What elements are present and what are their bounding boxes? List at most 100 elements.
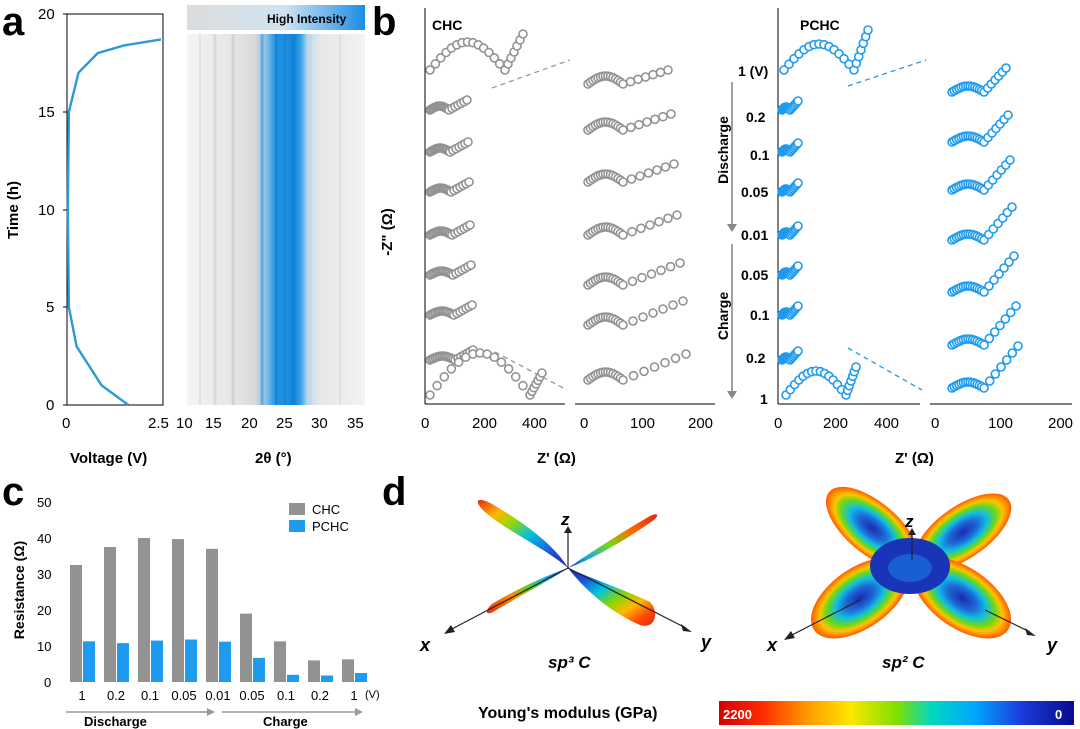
sp3-modulus-surface [477,499,658,626]
chc-tick-0b: 0 [580,415,588,432]
charge-label: Charge [715,292,731,340]
xrd-streaks [199,34,341,405]
bar-chc-6 [274,641,286,682]
category-label-7: 0.2 [311,688,329,703]
category-label-2: 0.1 [141,688,159,703]
colorbar-max: 2200 [723,707,752,722]
theta-tick-15: 15 [205,415,222,432]
pchc-curve-zoom-1 [947,110,1013,147]
sp3-label: sp³ C [548,653,591,672]
y-tick-15: 15 [38,104,55,121]
sp3-axes [444,526,692,634]
chc-curve-main-6 [425,300,477,320]
discharge-arrow [727,82,737,232]
pchc-curve-zoom-3 [947,202,1017,245]
bar-chc-1 [104,547,116,682]
theta-axis-ticks: 10 15 20 25 30 35 [176,415,364,432]
chc-curve-main-5 [425,260,476,280]
y-tick-5: 5 [46,299,54,316]
chc-tick-0a: 0 [421,415,429,432]
pchc-curve-zoom-6 [947,341,1023,393]
category-label-5: 0.05 [239,688,264,703]
impedance-y-label: -Z" (Ω) [379,208,396,255]
chc-tick-200a: 200 [472,415,497,432]
res-tick-0: 0 [44,675,51,690]
resistance-y-ticks: 0 10 20 30 40 50 [37,495,51,690]
chc-curve-zoom-5 [583,296,688,330]
bar-chc-2 [138,538,150,682]
pchc-nyquist-curves [777,25,1023,400]
panel-label-d: d [382,470,406,514]
time-axis-ticks: 0 5 10 15 20 [38,6,67,414]
pchc-curve-zoom-0 [947,63,1011,97]
pchc-curve-main-1 [777,96,803,115]
pchc-zoom-line-top [847,59,927,87]
chc-curve-zoom-3 [583,210,682,240]
chc-tick-200b: 200 [688,415,713,432]
panel-label-c: c [2,470,24,514]
theta-tick-10: 10 [176,415,193,432]
sp2-modulus-surface [811,486,1012,639]
bar-chc-7 [308,660,320,682]
sp3-z-label: z [560,510,570,529]
bar-chc-8 [342,659,354,682]
charge-group-arrow [222,708,363,716]
category-label-8: 1 [350,688,357,703]
volt-label-0: 1 (V) [738,63,768,79]
bar-chc-0 [70,565,82,682]
bar-chc-5 [240,613,252,682]
pchc-tick-0b: 0 [931,415,939,432]
chc-title: CHC [432,17,462,33]
sp3-x-label: x [419,635,431,655]
pchc-curve-main-6 [777,301,803,320]
voltage-tick-0: 0 [62,415,70,432]
pchc-curve-main-4 [777,221,803,240]
charge-group-label: Charge [263,714,308,729]
voltage-axis-label: Voltage (V) [70,450,147,467]
pchc-axes [777,8,1072,405]
theta-tick-25: 25 [276,415,293,432]
volt-label-8: 1 [760,391,768,407]
category-label-3: 0.05 [171,688,196,703]
intensity-legend-label: High Intensity [267,12,347,26]
volt-label-5: 0.05 [741,267,768,283]
pchc-tick-400a: 400 [874,415,899,432]
chc-curve-main-2 [425,137,473,157]
volt-label-2: 0.1 [750,147,770,163]
chc-curve-main-8 [425,348,547,400]
chc-tick-400a: 400 [522,415,547,432]
volt-label-4: 0.01 [741,227,768,243]
colorbar-min: 0 [1055,707,1062,722]
chc-curve-main-1 [425,95,472,115]
pchc-curve-zoom-5 [947,301,1021,350]
chc-curve-zoom-1 [583,109,676,135]
panel-label-a: a [2,0,25,44]
res-tick-20: 20 [37,603,51,618]
bar-pchc-0 [83,641,95,682]
sp2-z-label: z [904,512,914,531]
pchc-curve-main-5 [777,261,803,280]
volt-label-3: 0.05 [741,184,768,200]
bar-pchc-8 [355,673,367,682]
chc-curve-main-4 [425,220,475,240]
chc-curve-main-3 [425,177,474,197]
pchc-title: PCHC [800,17,840,33]
voltage-time-curve [66,38,162,406]
theta-tick-20: 20 [241,415,258,432]
theta-tick-35: 35 [347,415,364,432]
pchc-curve-zoom-2 [947,155,1015,195]
volt-label-1: 0.2 [746,109,766,125]
sp2-label: sp² C [882,653,925,672]
chc-zoom-line-top [491,59,571,89]
chc-curve-zoom-2 [583,159,679,187]
modulus-colorbar [719,701,1074,725]
bar-pchc-6 [287,674,299,682]
legend-pchc-label: PCHC [312,519,349,534]
sp3-y-label: y [700,632,712,652]
discharge-label: Discharge [715,116,731,184]
bar-chc-3 [172,539,184,682]
discharge-group-label: Discharge [84,714,147,729]
chc-curve-zoom-4 [583,258,685,290]
volt-label-6: 0.1 [750,307,770,323]
